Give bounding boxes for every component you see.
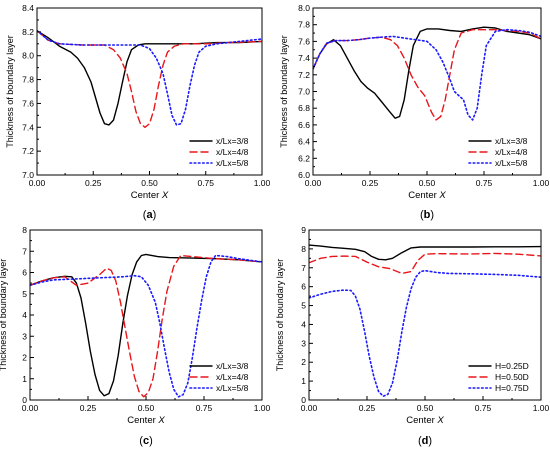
legend-label: x/Lx=3/8 [216,136,249,146]
x-tick-label: 0.75 [196,403,213,413]
y-tick-label: 6.6 [298,120,310,130]
chart-panel-1: 0.00 0.25 0.50 0.75 1.00 7.0 7.2 7.4 7.6 7.8 8.0 8.… [5,3,271,221]
y-axis-label: Thickness of boundary layer [0,259,8,372]
y-tick-label: 2 [22,353,27,363]
x-axis-label: Center X [406,415,444,426]
legend-label: x/Lx=5/8 [216,383,249,393]
y-tick-label: 0 [22,395,27,405]
y-tick-label: 1 [22,374,27,384]
series-line-1 [313,26,541,119]
y-tick-label: 9 [301,225,306,235]
y-tick-label: 7.4 [298,53,310,63]
y-axis-label: Thickness of boundary layer [275,259,285,372]
panel-label: (b) [420,209,434,221]
x-tick-label: 0.75 [476,178,493,188]
legend-label: H=0.75D [495,383,529,393]
chart-panel-4: 0.00 0.25 0.50 0.75 1.00 0 1 2 3 4 5 6 7 8 9 Center X Th… [275,225,550,447]
chart-panel-3: 0.00 0.25 0.50 0.75 1.00 0 1 2 3 4 5 6 7 8 Center X Thi… [0,225,271,447]
x-tick-label: 0.25 [359,403,376,413]
series-line-2 [313,29,541,121]
y-tick-label: 6.8 [298,103,310,113]
x-tick-label: 0.75 [197,178,214,188]
legend-label: x/Lx=4/8 [216,147,249,157]
x-tick-label: 0.00 [301,403,318,413]
x-tick-label: 0.25 [80,403,97,413]
series-line-1 [309,244,541,261]
y-tick-label: 7.6 [298,36,310,46]
x-tick-label: 0.00 [22,403,39,413]
y-tick-label: 7.8 [22,75,34,85]
y-tick-label: 7 [301,263,306,273]
y-tick-label: 7.2 [298,70,310,80]
legend-label: x/Lx=4/8 [216,372,249,382]
x-axis-label: Center X [408,190,446,201]
y-tick-label: 8.0 [22,51,34,61]
legend-label: H=0.50D [495,372,529,382]
y-tick-label: 1 [301,376,306,386]
y-tick-label: 4 [301,319,306,329]
y-tick-label: 8.4 [22,3,34,13]
panel-label: (d) [418,435,432,447]
x-tick-label: 1.00 [254,178,271,188]
x-tick-label: 0.50 [419,178,436,188]
x-tick-label: 0.50 [138,403,155,413]
x-tick-label: 0.00 [305,178,322,188]
y-tick-label: 7.8 [298,20,310,30]
y-tick-label: 0 [301,395,306,405]
y-tick-label: 4 [22,310,27,320]
legend-label: x/Lx=4/8 [495,147,528,157]
y-tick-label: 8 [22,225,27,235]
x-tick-label: 0.25 [362,178,379,188]
y-tick-label: 7.4 [22,122,34,132]
y-tick-label: 8 [301,244,306,254]
x-axis-label: Center X [127,415,165,426]
series-line-3 [309,269,541,398]
legend-label: x/Lx=3/8 [495,136,528,146]
series-line-2 [30,254,262,398]
y-tick-label: 6 [301,282,306,292]
series-line-1 [37,30,262,126]
panel-label: (a) [143,209,156,221]
series-line-2 [309,252,541,275]
panel-label: (c) [139,435,152,447]
legend-label: x/Lx=5/8 [495,158,528,168]
y-tick-label: 7 [22,246,27,256]
legend-label: x/Lx=5/8 [216,158,249,168]
y-tick-label: 7.0 [298,87,310,97]
y-tick-label: 8.2 [22,27,34,37]
legend-label: H=0.25D [495,361,529,371]
legend-label: x/Lx=3/8 [216,361,249,371]
series-line-3 [30,254,262,398]
series-line-3 [313,28,541,121]
y-tick-label: 7.2 [22,146,34,156]
x-tick-label: 0.75 [475,403,492,413]
y-tick-label: 6.0 [298,170,310,180]
x-tick-label: 1.00 [533,403,550,413]
chart-panel-2: 0.00 0.25 0.50 0.75 1.00 6.0 6.2 6.4 6.6 6.8 7.0 7.… [279,3,550,221]
y-tick-label: 6.4 [298,137,310,147]
y-tick-label: 6 [22,268,27,278]
x-tick-label: 0.25 [85,178,102,188]
x-tick-label: 1.00 [533,178,550,188]
x-axis-label: Center X [131,190,169,201]
y-tick-label: 5 [22,289,27,299]
y-tick-label: 7.0 [22,170,34,180]
y-tick-label: 6.2 [298,153,310,163]
y-tick-label: 2 [301,357,306,367]
x-tick-label: 0.50 [417,403,434,413]
series-line-3 [37,29,262,126]
y-tick-label: 3 [22,331,27,341]
x-tick-label: 1.00 [254,403,271,413]
y-tick-label: 3 [301,338,306,348]
x-tick-label: 0.50 [141,178,158,188]
y-axis-label: Thickness of boundary layer [5,35,15,148]
y-tick-label: 7.6 [22,98,34,108]
y-tick-label: 8.0 [298,3,310,13]
y-tick-label: 5 [301,301,306,311]
x-tick-label: 0.00 [29,178,46,188]
y-axis-label: Thickness of boundary layer [279,35,289,148]
